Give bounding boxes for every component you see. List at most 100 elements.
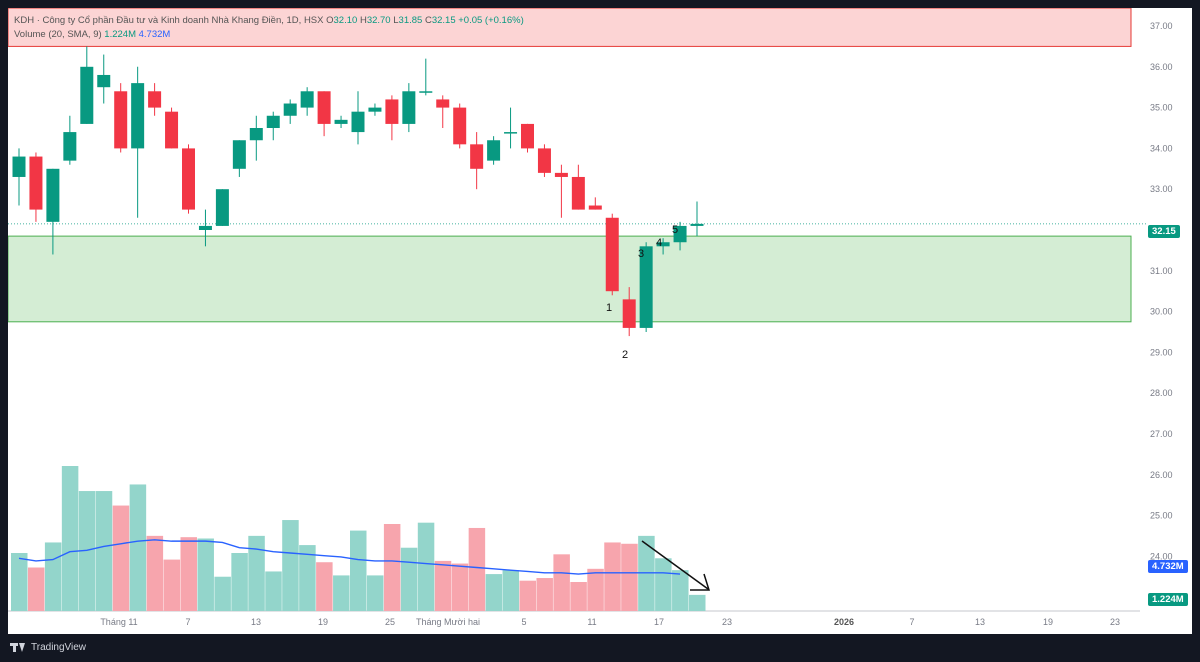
x-tick-label: 23 (722, 617, 732, 627)
candle-body (521, 123, 534, 149)
volume-bar (468, 527, 486, 611)
volume-bar (621, 543, 638, 611)
trend-arrow-line (641, 540, 709, 590)
volume-bar (214, 576, 231, 611)
volume-bar (604, 542, 621, 611)
open-label: O (326, 15, 334, 26)
annotation-label: 5 (672, 224, 678, 236)
candle-body (605, 217, 619, 292)
tradingview-logo-icon (10, 641, 26, 653)
x-tick-label: 23 (1110, 617, 1120, 627)
y-tick-label: 36.00 (1150, 62, 1173, 72)
y-tick-label: 26.00 (1150, 470, 1173, 480)
candle-body (588, 205, 602, 210)
volume-bar (400, 547, 418, 611)
volume-bar (333, 575, 350, 611)
symbol-name[interactable]: KDH · Công ty Cổ phần Đầu tư và Kinh doa… (14, 15, 324, 26)
candle-body (334, 119, 348, 124)
x-tick-label: 13 (975, 617, 985, 627)
chart-svg[interactable]: 37.0036.0035.0034.0033.0032.0031.0030.00… (8, 8, 1192, 634)
chart-legend: KDH · Công ty Cổ phần Đầu tư và Kinh doa… (14, 14, 524, 42)
low-label: L (393, 15, 399, 26)
volume-indicator-name[interactable]: Volume (20, SMA, 9) (14, 29, 102, 40)
volume-bar (11, 553, 28, 611)
y-tick-label: 29.00 (1150, 347, 1173, 357)
candle-body (622, 299, 636, 328)
candle-body (470, 144, 484, 169)
candle-body (80, 66, 94, 124)
volume-bar (383, 524, 401, 611)
candle-body (419, 91, 433, 93)
x-tick-label: 7 (185, 617, 190, 627)
candle-body (114, 91, 128, 149)
candle-body (232, 140, 246, 169)
annotation-label: 3 (638, 248, 644, 260)
candle-body (249, 128, 263, 141)
volume-bar (655, 558, 672, 611)
volume-ma-badge: 4.732M (1148, 560, 1188, 573)
x-tick-label: Tháng 11 (100, 617, 137, 627)
x-tick-label: 2026 (834, 617, 854, 627)
chart-area[interactable]: 37.0036.0035.0034.0033.0032.0031.0030.00… (8, 8, 1192, 634)
candle-body (317, 91, 331, 124)
volume-bar (417, 522, 435, 611)
candle-body (97, 74, 111, 88)
candle-body (215, 189, 229, 226)
annotation-label: 4 (656, 237, 662, 249)
x-tick-label: 19 (1043, 617, 1053, 627)
close-value: 32.15 (431, 15, 456, 26)
high-label: H (359, 15, 367, 26)
volume-bar (163, 559, 181, 611)
candle-body (436, 99, 450, 108)
candle-body (504, 132, 518, 134)
volume-bar (197, 538, 214, 611)
x-tick-label: 25 (385, 617, 395, 627)
volume-bar (570, 582, 587, 611)
candle-body (283, 103, 297, 116)
candle-body (46, 168, 60, 222)
volume-bar (451, 563, 469, 611)
footer-bar (0, 634, 1200, 662)
volume-bar (587, 568, 604, 611)
volume-bar (502, 570, 520, 611)
candle-body (198, 225, 212, 230)
candle-body (656, 242, 670, 247)
candle-body (487, 140, 501, 161)
candle-body (554, 172, 568, 177)
volume-bar (112, 505, 130, 611)
x-tick-label: 11 (587, 617, 596, 627)
x-tick-label: 13 (251, 617, 261, 627)
candle-body (300, 91, 314, 108)
candle-body (29, 156, 43, 210)
volume-bar (61, 466, 79, 611)
volume-bar (44, 542, 62, 611)
candle-body (182, 148, 195, 210)
candle-body (402, 91, 416, 124)
x-tick-label: 17 (654, 617, 664, 627)
high-value: 32.70 (366, 15, 391, 26)
resistance-zone (8, 8, 1132, 47)
volume-bar (485, 574, 503, 611)
volume-bar (180, 537, 197, 611)
candle-body (453, 107, 467, 145)
volume-bar (434, 560, 452, 611)
y-tick-label: 24.00 (1150, 551, 1173, 561)
volume-bar (519, 580, 536, 611)
volume-bar (248, 535, 265, 611)
y-tick-label: 35.00 (1150, 103, 1173, 113)
volume-value: 1.224M (104, 29, 136, 40)
annotation-label: 2 (622, 349, 628, 361)
volume-bar (689, 594, 706, 611)
legend-volume-row: Volume (20, SMA, 9) 1.224M 4.732M (14, 28, 524, 42)
volume-bar (553, 554, 570, 611)
trend-arrow-head (690, 573, 711, 591)
candle-body (690, 223, 704, 226)
volume-sma-line (18, 539, 681, 575)
volume-bar (282, 520, 299, 611)
x-tick-label: 7 (909, 617, 914, 627)
y-tick-label: 33.00 (1150, 184, 1173, 194)
y-tick-label: 25.00 (1150, 511, 1173, 521)
legend-symbol-row: KDH · Công ty Cổ phần Đầu tư và Kinh doa… (14, 14, 524, 28)
tradingview-logo[interactable]: TradingView (10, 641, 86, 653)
